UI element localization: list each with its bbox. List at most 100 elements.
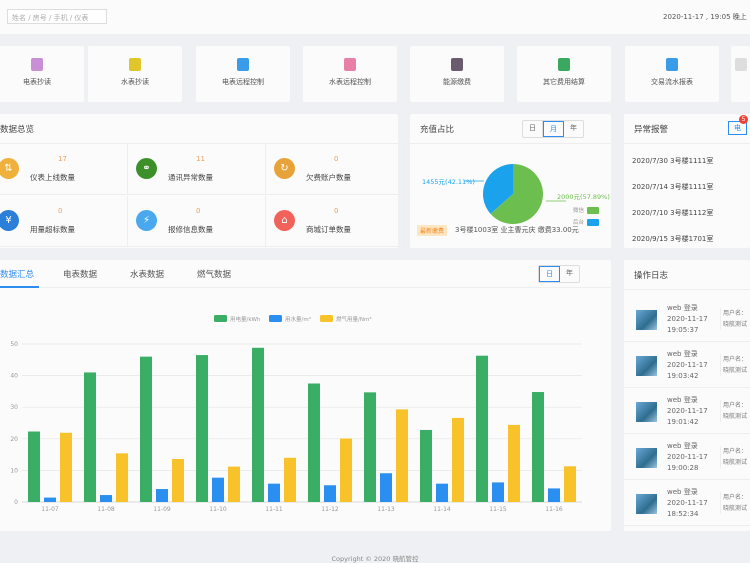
recharge-panel: 充值占比 日 月 年 1455元(42.11%) 2000元(57.89%) 微… (410, 114, 611, 248)
alarm-item[interactable]: 2020/7/14 3号楼1111室 (632, 183, 714, 191)
period-day[interactable]: 日 (539, 266, 560, 282)
legend-label: 燃气用量/Nm³ (336, 315, 372, 323)
stat-meter[interactable]: ⇅ 17 仪表上线数量 (0, 144, 128, 195)
quick-action-label: 交易流水报表 (651, 78, 693, 86)
quick-action[interactable]: 能源缴费 (410, 46, 504, 102)
bar-1-11-12 (324, 485, 336, 502)
overview-panel: 数据总览 ⇅ 17 仪表上线数量 ⚭ 11 通讯异常数量 ↻ 0 欠费账户数量 ¥0 用量超标数量 ⚡… (0, 114, 404, 248)
log-item[interactable]: web 登录 2020-11-17 19:01:42 用户名： 晓航测试 (624, 389, 750, 434)
period-year[interactable]: 年 (570, 124, 577, 132)
stat-value: 0 (334, 155, 339, 163)
log-action: web 登录 (667, 304, 698, 312)
y-tick-label: 40 (10, 373, 18, 380)
log-time: 19:03:42 (667, 372, 699, 380)
x-tick-label: 11-14 (433, 506, 451, 513)
bar-0-11-14 (420, 429, 432, 502)
legend-wechat: 微信 (573, 206, 585, 214)
quick-action[interactable] (731, 46, 750, 102)
stat-arrears[interactable]: ↻ 0 欠费账户数量 (266, 144, 404, 195)
building-thumbnail-icon (636, 310, 657, 330)
x-tick-label: 11-15 (489, 506, 507, 513)
stat-label: 通讯异常数量 (168, 173, 213, 182)
recharge-title: 充值占比 (410, 114, 611, 144)
footer-copyright: Copyright © 2020 晓航管控 (331, 555, 419, 563)
stat-label: 仪表上线数量 (30, 173, 75, 182)
pie-slice-wechat (490, 164, 543, 224)
alarm-item[interactable]: 2020/9/15 3号楼1701室 (632, 235, 714, 243)
quick-action-label: 其它费用结算 (543, 78, 585, 86)
log-user-name: 晓航测试 (723, 367, 748, 374)
meter-icon: ⇅ (0, 158, 19, 179)
log-action: web 登录 (667, 488, 698, 496)
alarm-item[interactable]: 2020/7/10 3号楼1112室 (632, 209, 714, 217)
stat-lightning[interactable]: ⚡ 0 报修信息数量 (128, 196, 266, 247)
quick-action-icon (666, 58, 678, 71)
quick-action-label: 电表远程控制 (222, 78, 264, 86)
tab-1[interactable]: 电表数据 (63, 270, 98, 280)
legend-label: 用电量/kWh (230, 315, 261, 323)
bar-0-11-12 (308, 383, 320, 502)
quick-action[interactable]: 交易流水报表 (625, 46, 719, 102)
x-tick-label: 11-11 (265, 506, 283, 513)
log-title: 操作日志 (624, 260, 750, 290)
tab-0[interactable]: 数据汇总 (0, 270, 35, 280)
period-month[interactable]: 月 (543, 121, 564, 137)
log-item[interactable]: web 登录 2020-11-17 18:52:34 用户名： 晓航测试 (624, 481, 750, 526)
quick-action-icon (451, 58, 463, 71)
bar-0-11-10 (196, 355, 208, 502)
log-action: web 登录 (667, 350, 698, 358)
stat-value: 17 (58, 155, 67, 163)
datetime: 2020-11-17 , 19:05 晚上 (663, 13, 747, 21)
log-item[interactable]: web 登录 2020-11-17 19:05:37 用户名： 晓航测试 (624, 297, 750, 342)
bar-1-11-15 (492, 482, 504, 502)
stat-value: 11 (196, 155, 205, 163)
quick-action[interactable]: 水表远程控制 (303, 46, 397, 102)
quick-action[interactable]: 电表远程控制 (196, 46, 290, 102)
recharge-period-toggle: 日 月 年 (522, 120, 584, 138)
log-user-name: 晓航测试 (723, 459, 748, 466)
quick-action[interactable]: 电表抄读 (0, 46, 84, 102)
log-user-label: 用户名： (723, 356, 748, 363)
bar-1-11-10 (212, 477, 224, 502)
pie-label-backend: 1455元(42.11%) (422, 178, 475, 186)
bar-2-11-10 (228, 466, 240, 502)
log-date: 2020-11-17 (667, 361, 708, 369)
bar-0-11-16 (532, 392, 544, 502)
alarm-item[interactable]: 2020/7/30 3号楼1111室 (632, 157, 714, 165)
log-action: web 登录 (667, 396, 698, 404)
x-tick-label: 11-09 (153, 506, 171, 513)
alarm-type-electric[interactable]: 电 (728, 121, 747, 135)
log-panel: 操作日志 web 登录 2020-11-17 19:05:37 用户名： 晓航测试 web… (624, 260, 750, 531)
quick-action[interactable]: 水表抄读 (88, 46, 182, 102)
top-header (0, 0, 750, 34)
period-year[interactable]: 年 (566, 269, 573, 277)
quick-action-icon (237, 58, 249, 71)
tab-3[interactable]: 燃气数据 (197, 270, 232, 280)
bar-1-11-14 (436, 483, 448, 502)
yen-icon: ¥ (0, 210, 19, 231)
building-thumbnail-icon (636, 448, 657, 468)
x-tick-label: 11-16 (545, 506, 563, 513)
alarm-panel: 异常报警 电 5 2020/7/30 3号楼1111室 2020/7/14 3号楼… (624, 114, 750, 248)
x-tick-label: 11-13 (377, 506, 395, 513)
x-tick-label: 11-10 (209, 506, 227, 513)
stat-value: 0 (58, 207, 63, 215)
tab-2[interactable]: 水表数据 (130, 270, 165, 280)
quick-action-icon (344, 58, 356, 71)
quick-action[interactable]: 其它费用结算 (517, 46, 611, 102)
period-day[interactable]: 日 (523, 121, 543, 137)
stat-yen[interactable]: ¥0 用量超标数量 (0, 196, 128, 247)
log-item[interactable]: web 登录 2020-11-17 19:00:28 用户名： 晓航测试 (624, 435, 750, 480)
lightning-icon: ⚡ (136, 210, 157, 231)
shop-icon: ⌂ (274, 210, 295, 231)
search-input[interactable]: 姓名 / 房号 / 手机 / 仪表 (7, 9, 107, 24)
alarm-title: 异常报警 (624, 114, 750, 144)
pie-label-wechat: 2000元(57.89%) (557, 193, 610, 201)
log-item[interactable]: web 登录 2020-11-17 19:03:42 用户名： 晓航测试 (624, 343, 750, 388)
stat-link[interactable]: ⚭ 11 通讯异常数量 (128, 144, 266, 195)
bar-2-11-13 (396, 409, 408, 502)
stat-label: 欠费账户数量 (306, 173, 351, 182)
stat-shop[interactable]: ⌂ 0 商城订单数量 (266, 196, 404, 247)
pie-slice-backend (483, 164, 513, 214)
quick-action-icon (558, 58, 570, 71)
